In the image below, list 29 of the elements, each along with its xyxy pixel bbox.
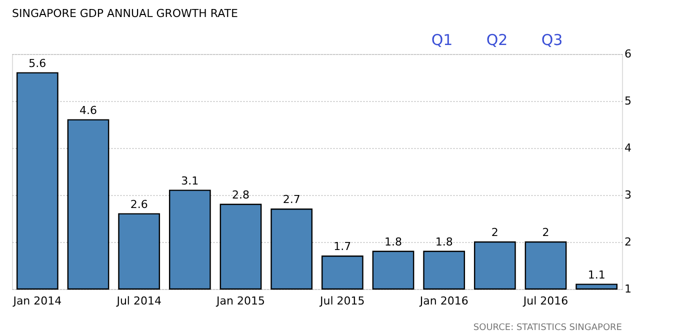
x-tick-label: Jul 2016 xyxy=(522,294,568,308)
data-label: 4.6 xyxy=(80,104,97,117)
y-tick-label: 4 xyxy=(624,142,632,154)
data-label: 3.1 xyxy=(181,174,199,188)
data-label: 1.1 xyxy=(588,268,606,282)
data-label: 1.7 xyxy=(334,240,352,254)
data-label: 2 xyxy=(542,226,550,239)
source-note: SOURCE: STATISTICS SINGAPORE xyxy=(473,323,622,333)
data-label: 1.8 xyxy=(435,235,453,248)
x-tick-label: Jul 2014 xyxy=(116,294,162,308)
y-tick-label: 2 xyxy=(624,236,632,248)
y-tick-label: 3 xyxy=(624,188,632,202)
x-tick-label: Jan 2014 xyxy=(12,294,62,308)
x-tick-label: Jul 2015 xyxy=(319,294,365,308)
x-tick-label: Jan 2015 xyxy=(216,294,265,308)
chart-title: SINGAPORE GDP ANNUAL GROWTH RATE xyxy=(12,7,238,20)
y-tick-label: 6 xyxy=(624,48,632,60)
text: Q2 xyxy=(486,31,508,49)
y-tick-label: 1 xyxy=(624,282,632,296)
data-label: 1.8 xyxy=(384,235,402,248)
x-tick-label: Jan 2016 xyxy=(418,294,468,308)
data-label: 2.7 xyxy=(282,193,300,206)
data-label: 2.8 xyxy=(232,188,250,202)
text: Q3 xyxy=(541,31,563,49)
text: Q1 xyxy=(431,31,453,49)
data-label: 2 xyxy=(491,226,498,239)
data-label: 2.6 xyxy=(130,198,148,211)
data-label: 5.6 xyxy=(28,56,46,70)
y-tick-label: 5 xyxy=(624,94,632,108)
